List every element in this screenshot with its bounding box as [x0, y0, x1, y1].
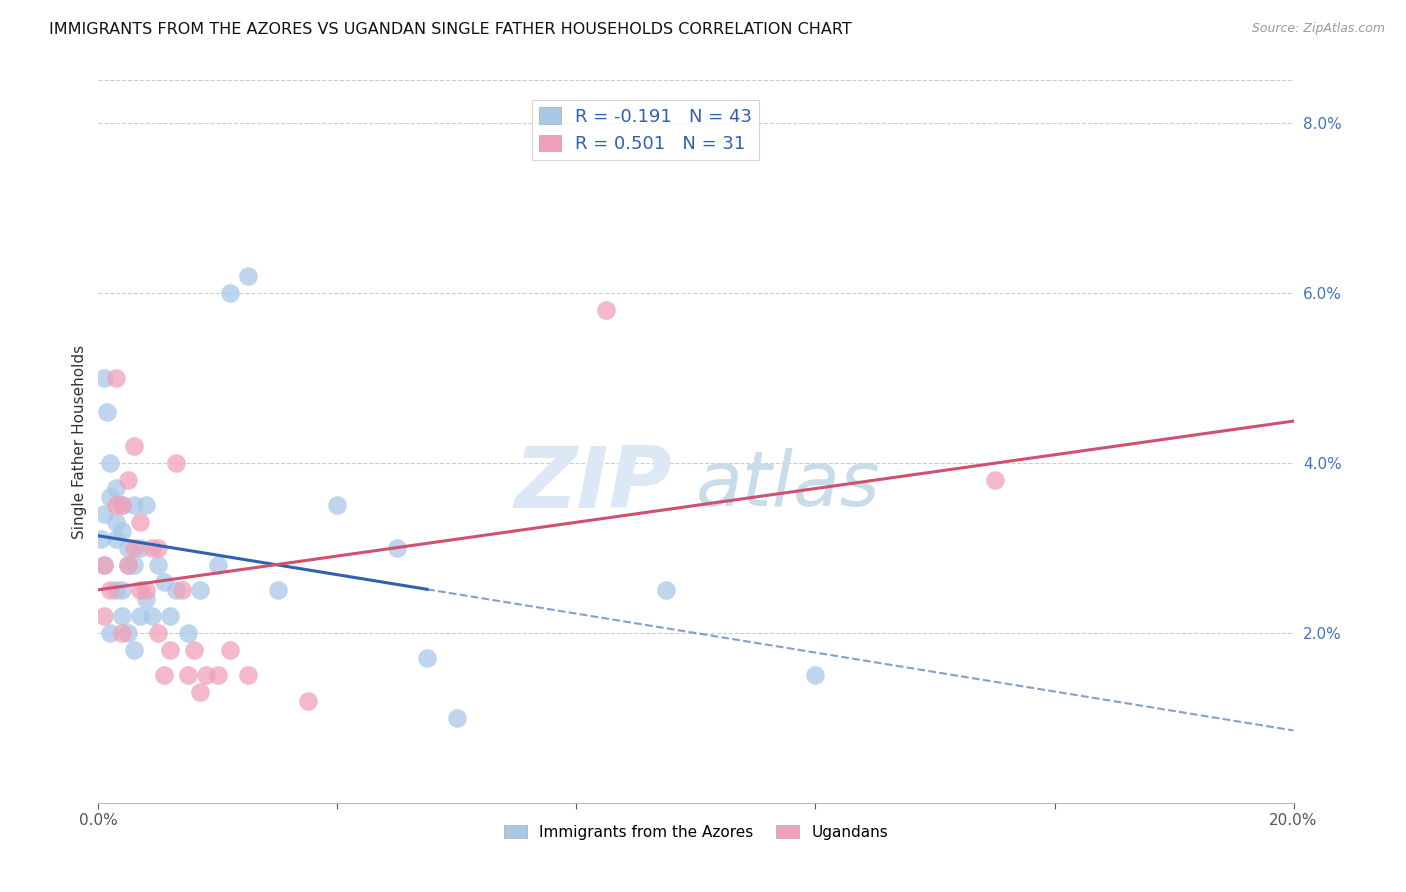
Point — [111, 498, 134, 512]
Point — [111, 524, 134, 538]
Point — [129, 541, 152, 555]
Point — [236, 668, 259, 682]
Point — [148, 541, 170, 555]
Point — [141, 541, 163, 555]
Point — [93, 371, 115, 385]
Point — [111, 608, 134, 623]
Point — [111, 625, 134, 640]
Point — [117, 558, 139, 572]
Legend: Immigrants from the Azores, Ugandans: Immigrants from the Azores, Ugandans — [498, 819, 894, 846]
Point — [188, 583, 211, 598]
Point — [188, 685, 211, 699]
Point — [105, 516, 128, 530]
Point — [135, 498, 157, 512]
Point — [135, 591, 157, 606]
Point — [655, 583, 678, 598]
Point — [183, 642, 205, 657]
Point — [117, 541, 139, 555]
Point — [111, 583, 134, 598]
Point — [207, 558, 229, 572]
Point — [129, 608, 152, 623]
Point — [177, 625, 200, 640]
Point — [595, 302, 617, 317]
Point — [105, 498, 128, 512]
Point — [129, 516, 152, 530]
Point — [90, 533, 112, 547]
Point — [117, 473, 139, 487]
Point — [446, 711, 468, 725]
Point — [297, 694, 319, 708]
Point — [153, 668, 176, 682]
Point — [135, 583, 157, 598]
Text: IMMIGRANTS FROM THE AZORES VS UGANDAN SINGLE FATHER HOUSEHOLDS CORRELATION CHART: IMMIGRANTS FROM THE AZORES VS UGANDAN SI… — [49, 22, 852, 37]
Point — [98, 456, 122, 470]
Point — [93, 558, 115, 572]
Point — [105, 481, 128, 495]
Point — [219, 642, 242, 657]
Point — [148, 558, 170, 572]
Point — [236, 268, 259, 283]
Text: Source: ZipAtlas.com: Source: ZipAtlas.com — [1251, 22, 1385, 36]
Point — [165, 583, 187, 598]
Point — [159, 608, 181, 623]
Point — [172, 583, 194, 598]
Point — [165, 456, 187, 470]
Point — [98, 490, 122, 504]
Point — [96, 405, 118, 419]
Point — [93, 608, 115, 623]
Point — [207, 668, 229, 682]
Point — [111, 498, 134, 512]
Text: ZIP: ZIP — [515, 443, 672, 526]
Point — [159, 642, 181, 657]
Point — [98, 625, 122, 640]
Point — [124, 541, 146, 555]
Y-axis label: Single Father Households: Single Father Households — [72, 344, 87, 539]
Point — [804, 668, 827, 682]
Point — [117, 558, 139, 572]
Point — [93, 507, 115, 521]
Point — [153, 574, 176, 589]
Point — [124, 558, 146, 572]
Point — [219, 285, 242, 300]
Point — [416, 651, 439, 665]
Point — [105, 371, 128, 385]
Point — [195, 668, 218, 682]
Point — [117, 625, 139, 640]
Point — [984, 473, 1007, 487]
Point — [98, 583, 122, 598]
Point — [124, 498, 146, 512]
Point — [93, 558, 115, 572]
Point — [124, 439, 146, 453]
Point — [141, 608, 163, 623]
Point — [148, 625, 170, 640]
Point — [385, 541, 409, 555]
Point — [105, 583, 128, 598]
Point — [105, 533, 128, 547]
Point — [129, 583, 152, 598]
Text: atlas: atlas — [696, 448, 880, 522]
Point — [326, 498, 349, 512]
Point — [177, 668, 200, 682]
Point — [124, 642, 146, 657]
Point — [267, 583, 290, 598]
